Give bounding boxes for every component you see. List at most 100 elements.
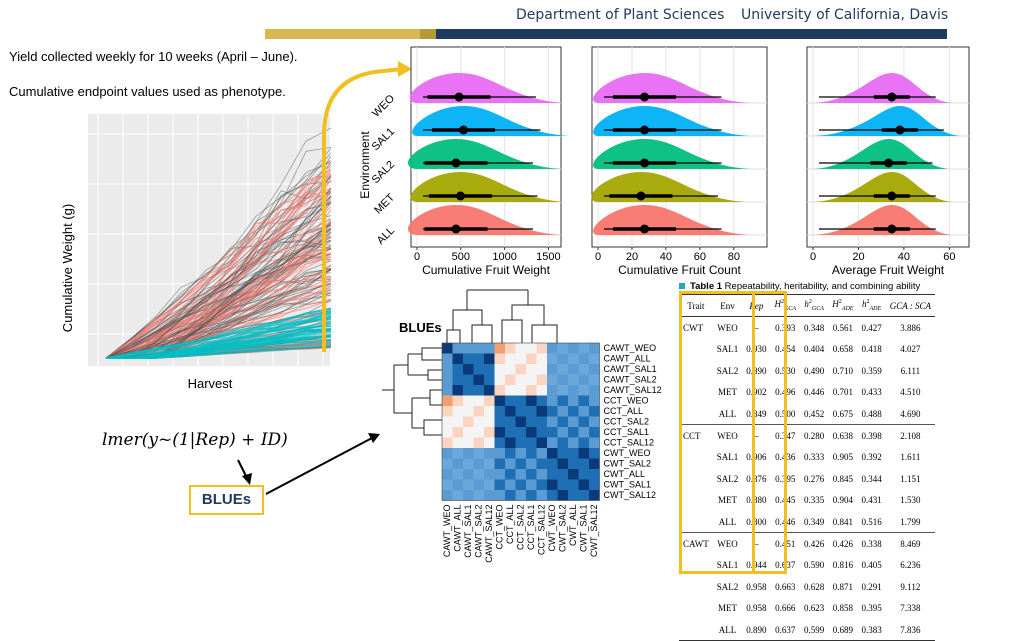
heatmap-cell [494, 427, 505, 438]
heatmap-cell [578, 479, 589, 490]
heatmap-cell [568, 427, 579, 438]
heatmap-cell [568, 395, 579, 406]
table-cell: 0.628 [804, 581, 825, 592]
heatmap-cell [473, 437, 484, 448]
heatmap-cell [463, 437, 474, 448]
table-header-row: Trait Env Rep H2GCA h2GCA H2ADE h2ADE GCA : SCA [679, 294, 936, 317]
heatmap-cell [515, 374, 526, 385]
heatmap-cell [452, 458, 463, 469]
heatmap-cell [473, 490, 484, 501]
table-cell: 6.236 [900, 560, 921, 571]
heatmap-cell [536, 364, 547, 375]
heatmap-cell [557, 374, 568, 385]
heatmap-cell [452, 416, 463, 427]
heatmap-cell [589, 343, 600, 354]
heatmap-cell [589, 448, 600, 459]
dendrogram-branch [446, 329, 461, 343]
heatmap-cell [515, 427, 526, 438]
table-cell: 0.880 [746, 495, 767, 506]
heatmap-cell [452, 353, 463, 364]
heatmap-cell [452, 448, 463, 459]
table-cell: 0.383 [857, 618, 886, 641]
heatmap-cell [484, 490, 495, 501]
ridge-median-point [451, 224, 461, 234]
heatmap-cell [589, 490, 600, 501]
heatmap-cell [568, 448, 579, 459]
heatmap-cell [452, 343, 463, 354]
heatmap-cell [442, 353, 453, 364]
table-cell: 0.906 [746, 452, 767, 463]
heatmap-row-label: CAWT_WEO [604, 343, 657, 353]
heatmap-cell [484, 353, 495, 364]
table-cell: 0.344 [861, 473, 882, 484]
table-cell: 0.426 [828, 532, 858, 555]
dendrogram-branch [471, 324, 493, 343]
table-cell: SAL2 [716, 473, 739, 484]
table-cell: 0.446 [804, 387, 825, 398]
heatmap-cell [547, 406, 558, 417]
table-cell: SAL1 [716, 560, 739, 571]
heatmap-cell [463, 364, 474, 375]
table-cell [679, 597, 713, 618]
heatmap-cell [557, 395, 568, 406]
heatmap-cell [568, 416, 579, 427]
arrow-head-icon [242, 473, 252, 485]
table-title-bold: Table 1 [690, 281, 723, 292]
table-cell: WEO [712, 532, 743, 555]
heatmap-row-label: CAWT_SAL12 [604, 385, 662, 395]
heatmap-cell [463, 353, 474, 364]
table-cell: 0.333 [804, 452, 825, 463]
heatmap-row-label: CCT_SAL12 [604, 438, 655, 448]
dendrogram-branch [531, 324, 558, 343]
heatmap-cell [568, 490, 579, 501]
heatmap-cell [578, 416, 589, 427]
table-cell: 0.845 [832, 473, 853, 484]
table-cell: 3.886 [900, 323, 921, 334]
heatmap-cell [442, 385, 453, 396]
table-cell: 4.510 [900, 387, 921, 398]
heatmap-cell [463, 427, 474, 438]
heatmap-cells [441, 342, 600, 501]
heatmap-cell [463, 406, 474, 417]
table-cell: 0.904 [832, 495, 853, 506]
heatmap-cell [526, 490, 537, 501]
heatmap-cell [578, 490, 589, 501]
heatmap-cell [578, 448, 589, 459]
ridge-tick-label: 40 [660, 251, 672, 263]
blues-heatmap: BLUEs CAWT_WEOCAWT_ALLCAWT_SAL1CAWT_SAL2… [382, 289, 662, 563]
heatmap-cell [589, 353, 600, 364]
heatmap-cell [452, 385, 463, 396]
table-cell: 0.392 [861, 452, 882, 463]
heatmap-cell [526, 364, 537, 375]
heatmap-cell [452, 406, 463, 417]
table-cell: 1.799 [900, 516, 921, 527]
heatmap-cell [568, 479, 579, 490]
table-cell: 0.452 [804, 408, 825, 419]
heatmap-cell [515, 395, 526, 406]
note-line-2: Cumulative endpoint values used as pheno… [9, 84, 286, 99]
heatmap-cell [463, 458, 474, 469]
table-cell: 0.418 [861, 344, 882, 355]
table-row: MET 0.958 0.666 0.623 0.858 0.395 7.338 [679, 597, 935, 618]
table-cell: 0.890 [742, 618, 771, 641]
heatmap-cell [505, 448, 516, 459]
ridge-tick-label: 80 [728, 251, 740, 263]
heatmap-col-label: CCT_SAL1 [526, 505, 536, 551]
heatmap-cell [442, 469, 453, 480]
heatmap-cell [442, 448, 453, 459]
heatmap-cell [557, 469, 568, 480]
heatmap-cell [473, 479, 484, 490]
heatmap-cell [463, 469, 474, 480]
heatmap-cell [526, 479, 537, 490]
table-cell: 4.027 [900, 344, 921, 355]
heatmap-cell [505, 416, 516, 427]
heatmap-cell [578, 395, 589, 406]
heatmap-cell [494, 458, 505, 469]
heatmap-cell [494, 374, 505, 385]
heatmap-cell [473, 385, 484, 396]
table-cell: 0.902 [746, 387, 767, 398]
heatmap-col-label: CAWT_SAL12 [484, 505, 494, 563]
table-header-cell: H2ADE [832, 299, 854, 313]
table-cell: 0.431 [861, 495, 882, 506]
heatmap-cell [536, 437, 547, 448]
